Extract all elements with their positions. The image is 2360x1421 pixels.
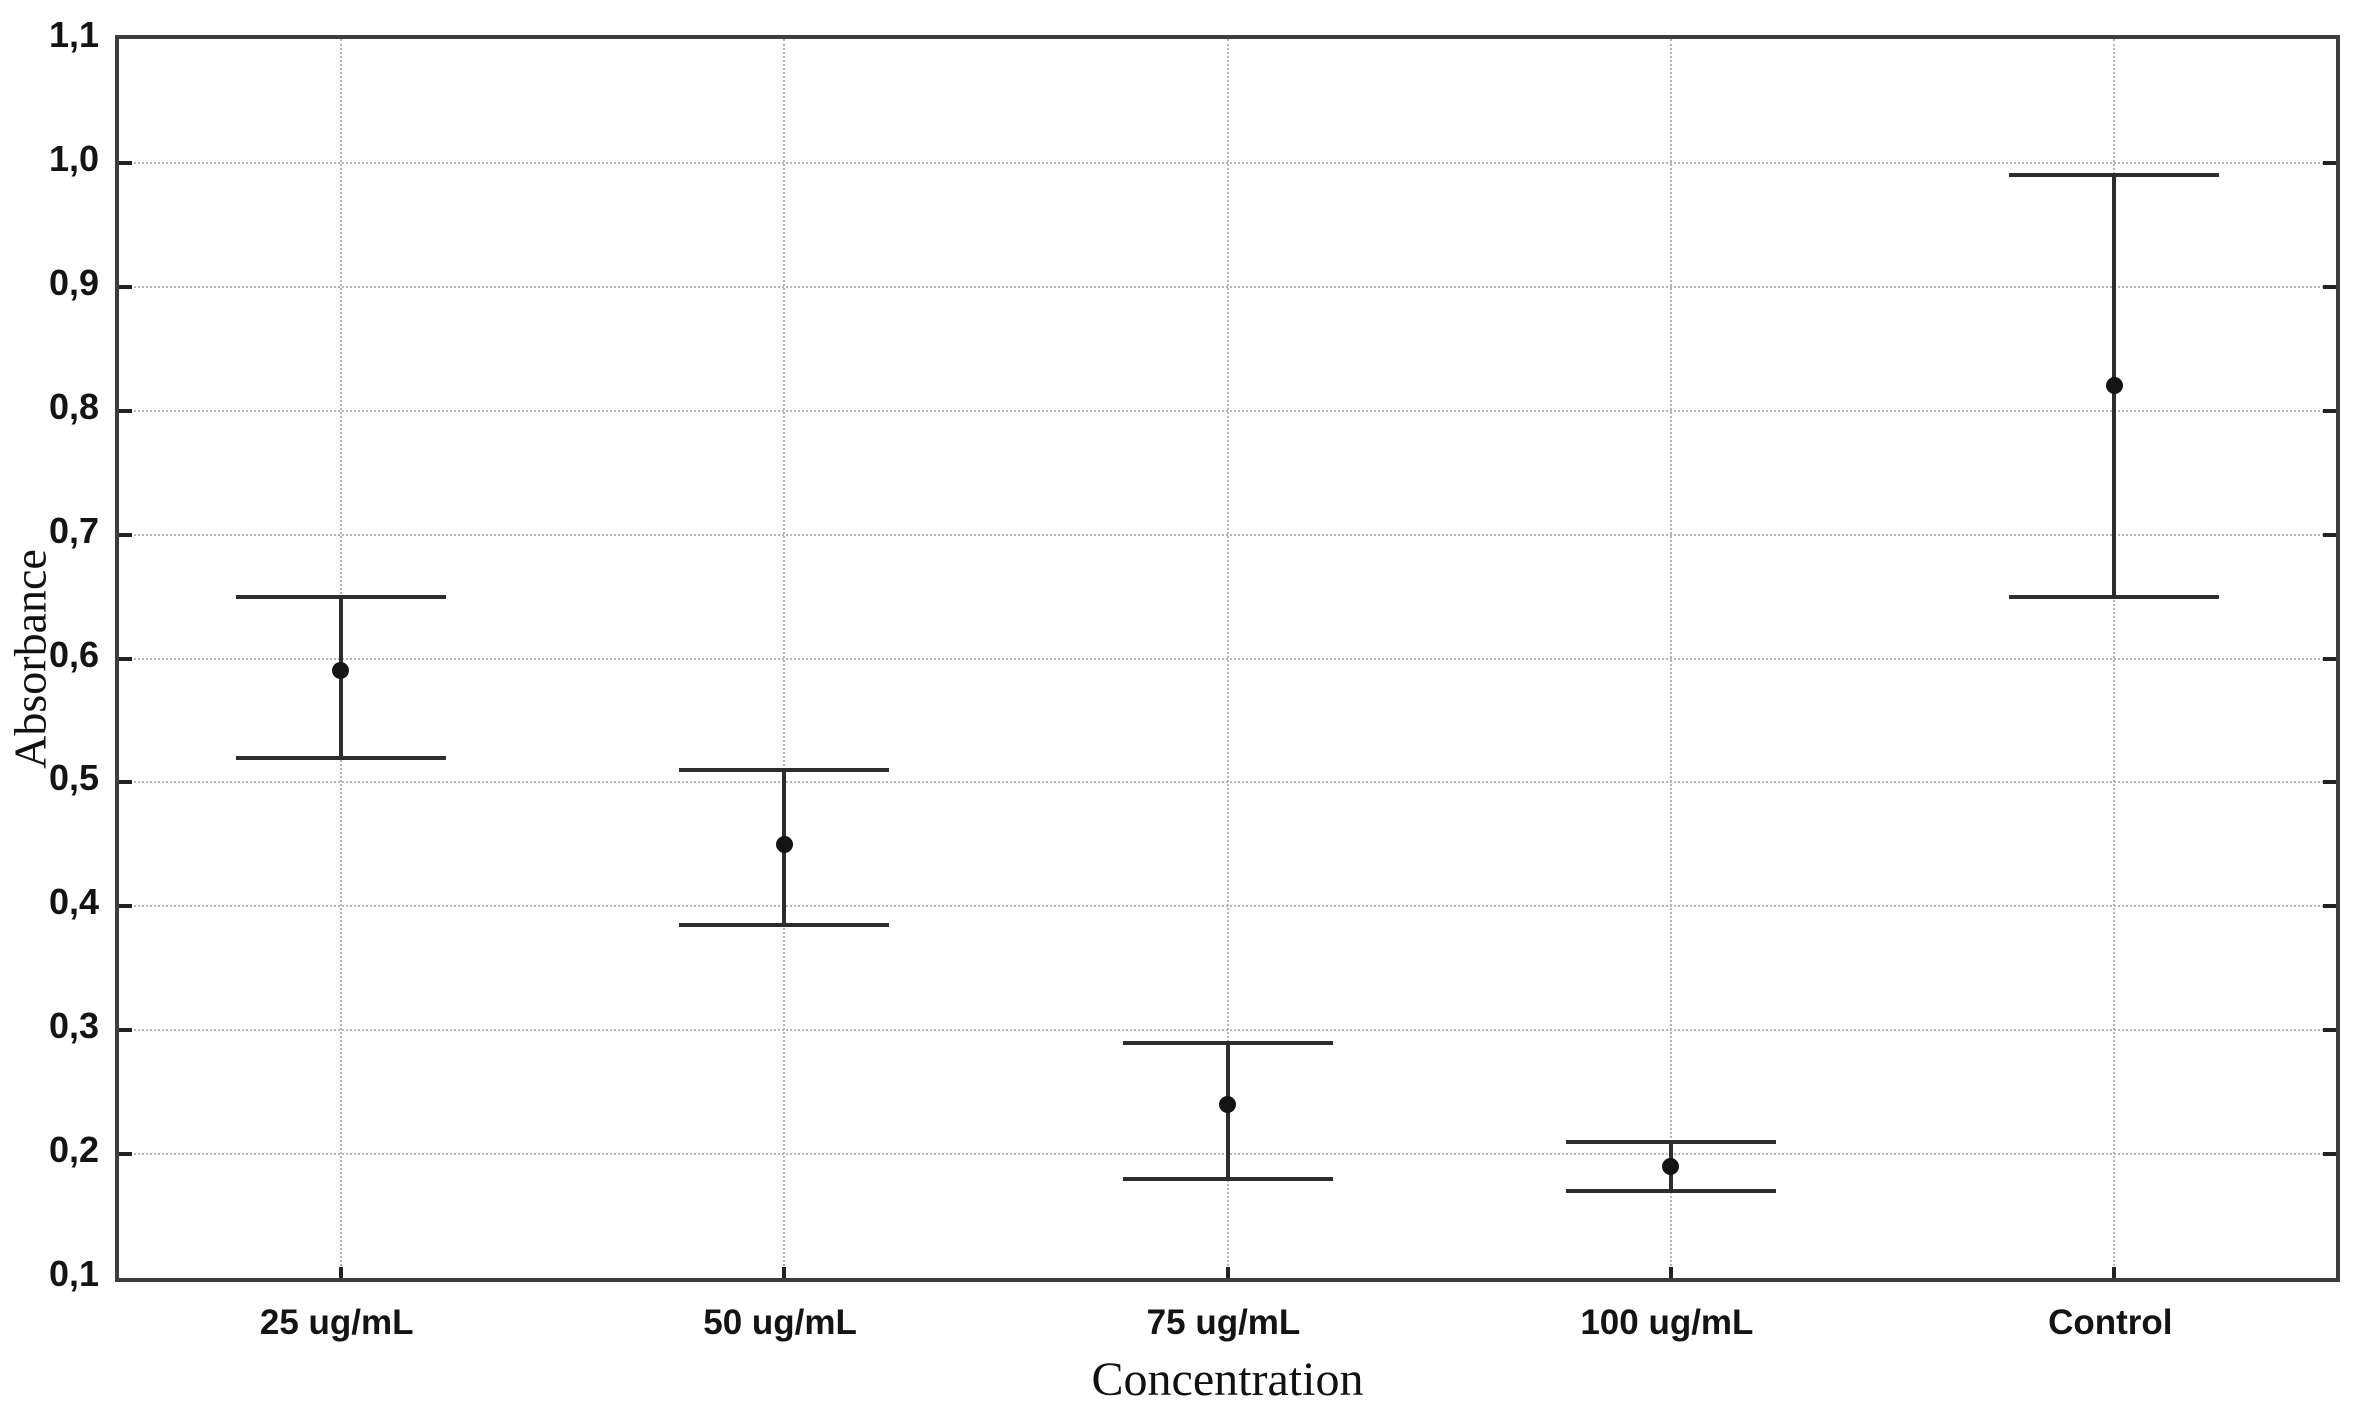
y-axis-tick-mark	[2323, 160, 2336, 165]
y-tick-label: 0,7	[48, 509, 99, 551]
y-tick-label: 0,5	[48, 757, 99, 799]
y-axis-tick-mark	[119, 780, 132, 785]
y-axis-tick-mark	[2323, 656, 2336, 661]
vertical-gridline	[783, 39, 786, 1278]
y-axis-tick-mark	[119, 160, 132, 165]
vertical-gridline	[2113, 39, 2116, 1278]
x-axis-tick-mark	[1225, 1267, 1230, 1278]
vertical-gridline	[1669, 39, 1672, 1278]
y-tick-label: 0,3	[48, 1005, 99, 1047]
y-tick-label: 0,9	[48, 261, 99, 303]
y-axis-tick-mark	[2323, 1152, 2336, 1157]
error-bar-upper-cap	[2009, 173, 2220, 178]
x-category-label: Control	[2048, 1303, 2173, 1342]
y-axis-tick-mark	[119, 1028, 132, 1033]
x-axis-tick-mark	[782, 1267, 787, 1278]
y-tick-label: 0,6	[48, 633, 99, 675]
error-bar-upper-cap	[1122, 1040, 1333, 1045]
y-tick-label: 0,2	[48, 1129, 99, 1171]
x-category-label: 25 ug/mL	[259, 1303, 414, 1342]
error-bar-lower-cap	[2009, 594, 2220, 599]
vertical-gridline	[1226, 39, 1229, 1278]
y-axis-tick-mark	[119, 284, 132, 289]
x-axis-title: Concentration	[1091, 1353, 1364, 1406]
error-bar-lower-cap	[1565, 1189, 1776, 1194]
y-axis-tick-mark	[119, 1152, 132, 1157]
y-axis-tick-mark	[2323, 780, 2336, 785]
y-axis-tick-mark	[2323, 532, 2336, 537]
x-axis-tick-mark	[1668, 1267, 1673, 1278]
y-axis-tick-mark	[2323, 1028, 2336, 1033]
error-bar-lower-cap	[235, 755, 446, 760]
mean-point	[2105, 377, 2123, 395]
y-tick-label: 0,1	[48, 1253, 99, 1294]
error-bar-upper-cap	[679, 768, 890, 772]
y-axis-tick-mark	[119, 408, 132, 413]
x-category-label: 100 ug/mL	[1580, 1303, 1754, 1342]
error-bar-lower-cap	[679, 922, 890, 927]
y-axis-tick-mark	[119, 656, 132, 661]
y-axis-tick-mark	[2323, 904, 2336, 909]
x-category-label: 75 ug/mL	[1146, 1303, 1301, 1342]
mean-point	[1662, 1157, 1680, 1175]
mean-point	[1219, 1096, 1236, 1114]
y-tick-label: 1,1	[48, 14, 99, 55]
y-tick-label: 0,8	[48, 385, 99, 427]
y-axis-tick-mark	[2323, 408, 2336, 413]
mean-point	[332, 662, 350, 680]
plot-area	[115, 35, 2340, 1282]
error-bar-upper-cap	[1565, 1139, 1776, 1144]
x-axis-tick-mark	[2112, 1267, 2117, 1278]
error-bar-upper-cap	[235, 594, 446, 599]
x-category-label: 50 ug/mL	[703, 1303, 857, 1342]
y-tick-label: 1,0	[48, 137, 99, 179]
y-axis-tick-mark	[2323, 284, 2336, 289]
mean-point	[775, 835, 793, 853]
y-axis-tick-mark	[119, 532, 132, 537]
error-bar-lower-cap	[1122, 1176, 1333, 1181]
y-tick-label: 0,4	[48, 881, 99, 923]
y-axis-tick-mark	[119, 904, 132, 909]
x-axis-tick-mark	[338, 1267, 343, 1278]
